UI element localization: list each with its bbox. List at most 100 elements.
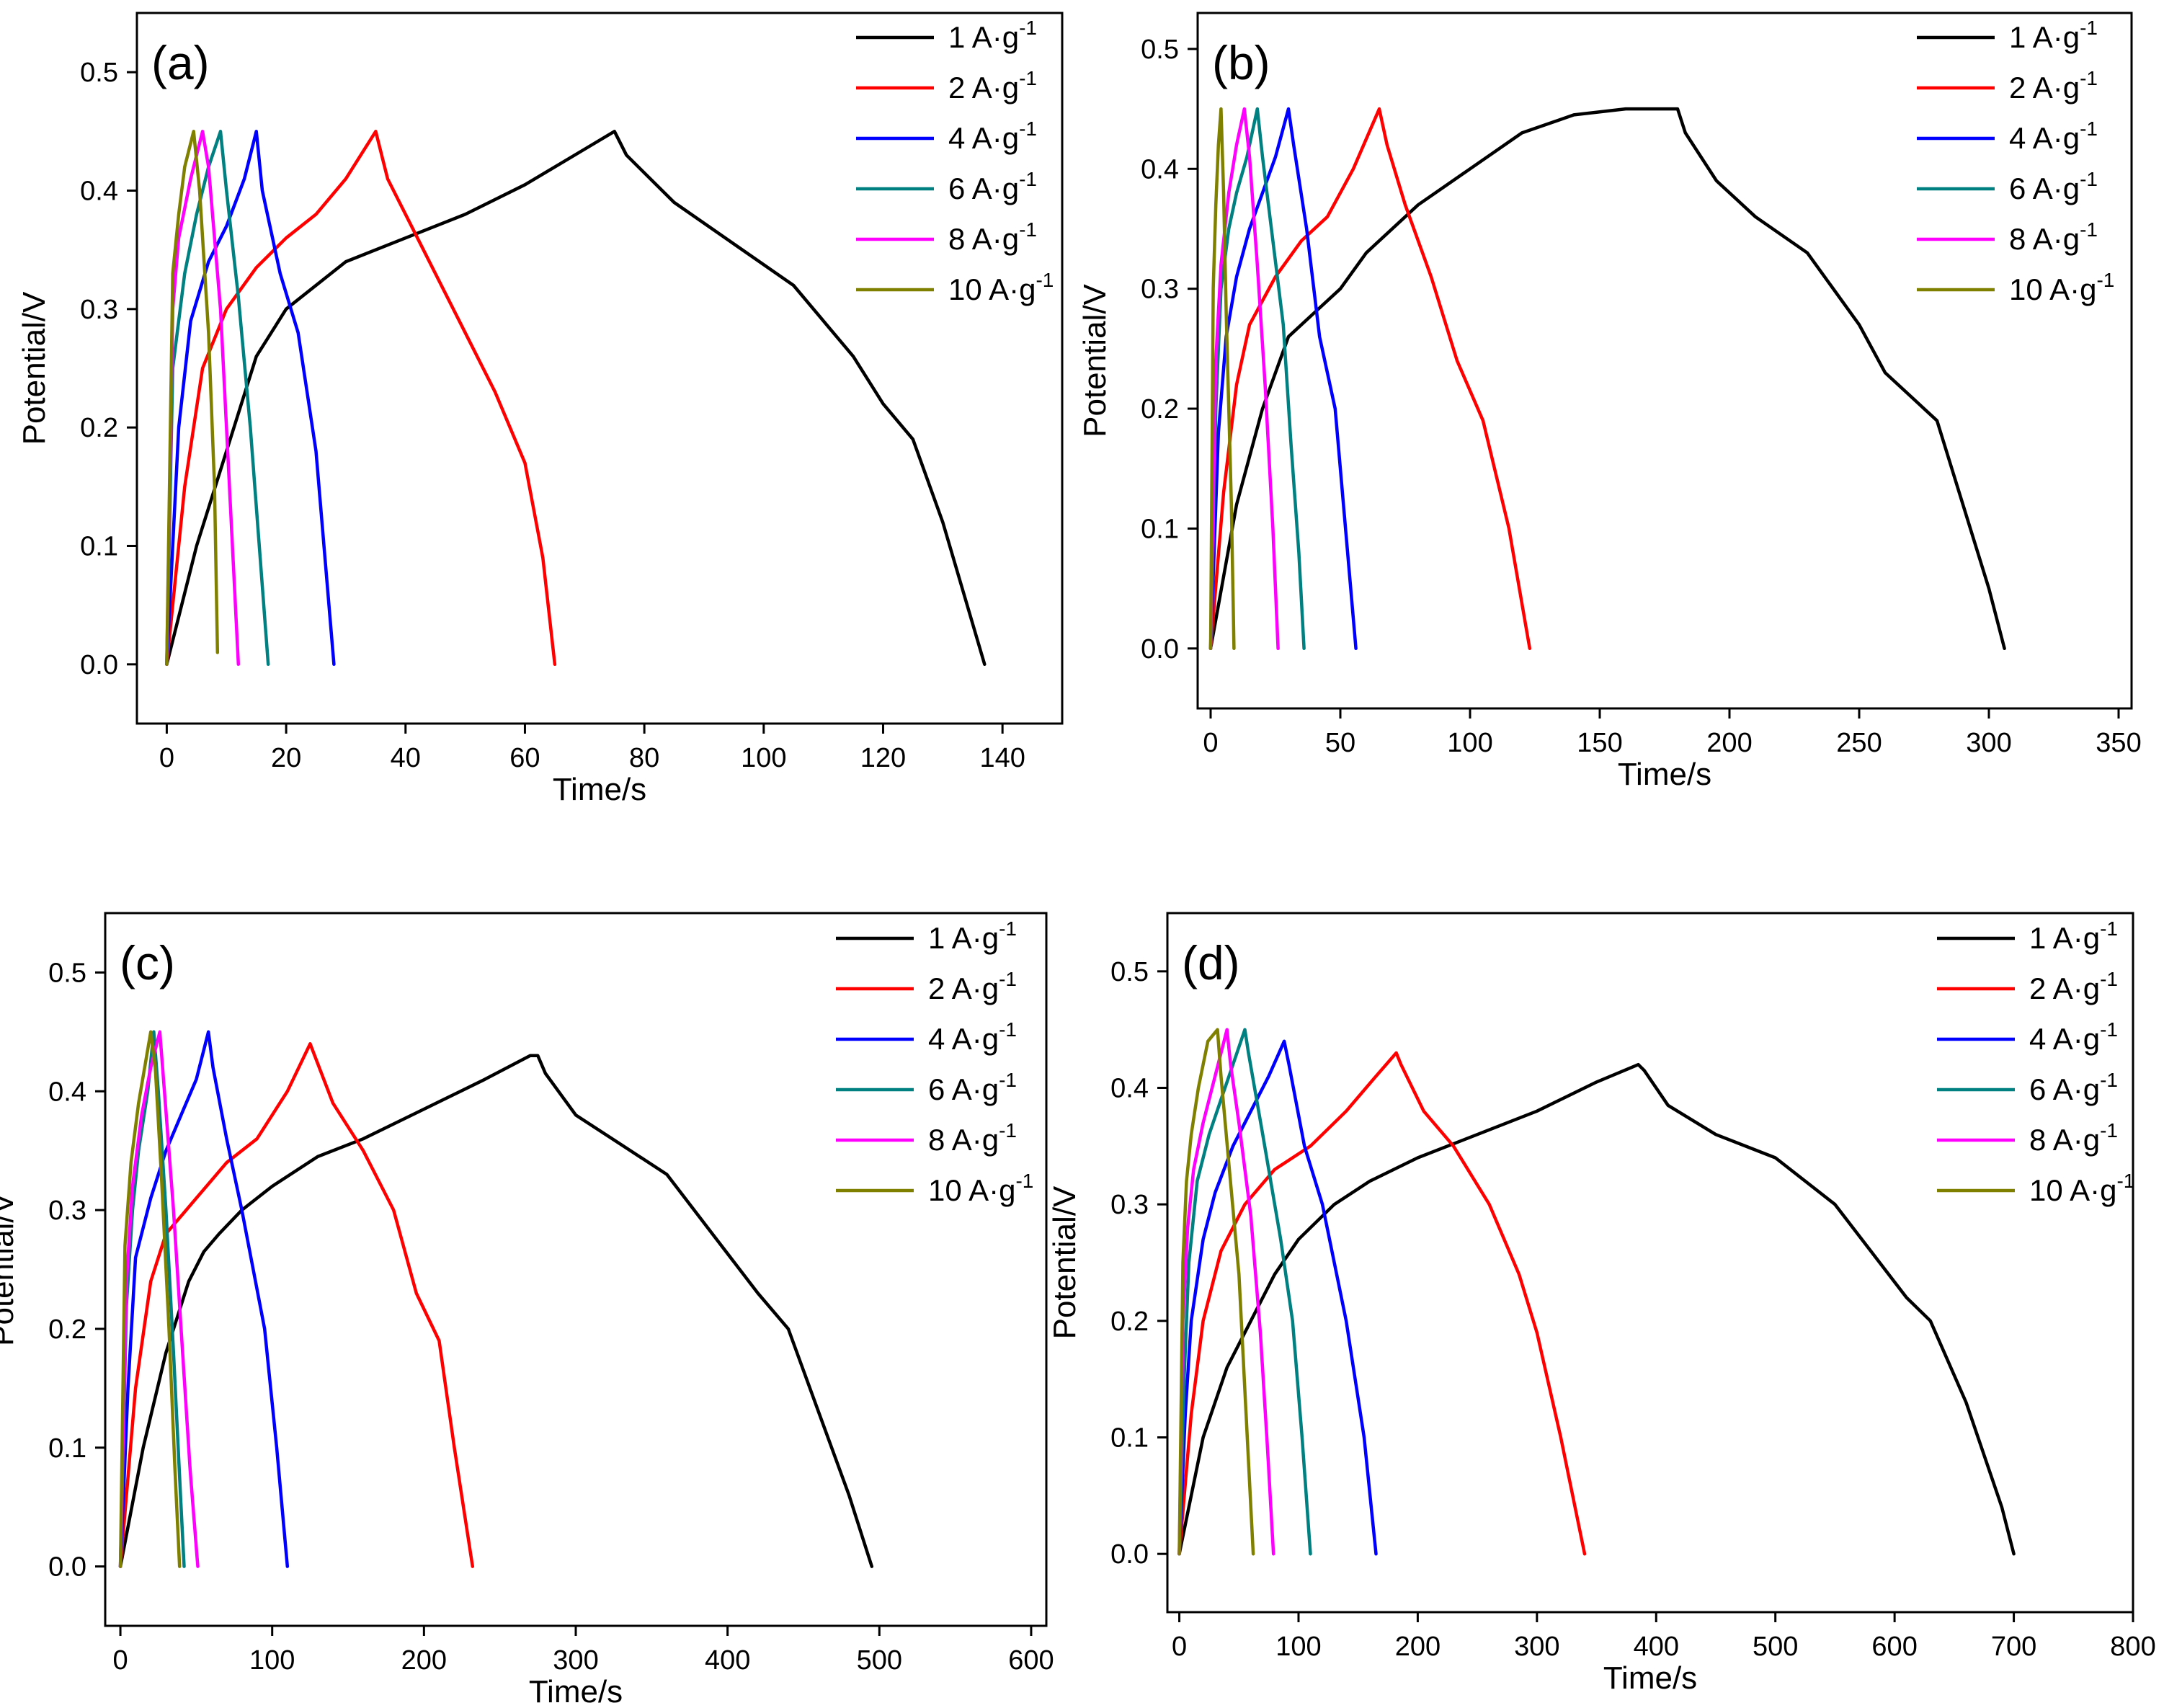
x-tick-label: 20 [271, 743, 301, 773]
y-tick-label: 0.2 [1141, 394, 1179, 424]
panel-label: (b) [1212, 36, 1270, 89]
x-tick-label: 60 [509, 743, 540, 773]
x-tick-label: 400 [1634, 1632, 1679, 1662]
y-tick-label: 0.1 [1141, 514, 1179, 544]
x-tick-label: 100 [1275, 1632, 1321, 1662]
y-tick-label: 0.3 [48, 1196, 86, 1226]
legend-label: 4 A·g-1 [2009, 117, 2098, 155]
x-tick-label: 300 [553, 1645, 598, 1676]
series-line-4 [165, 130, 270, 667]
y-tick-label: 0.0 [48, 1552, 86, 1583]
legend-label: 8 A·g-1 [2029, 1119, 2118, 1157]
series-line-2 [165, 130, 557, 667]
y-tick-label: 0.4 [1141, 154, 1179, 184]
legend-label: 6 A·g-1 [2009, 168, 2098, 205]
x-tick-label: 300 [1514, 1632, 1559, 1662]
x-tick-label: 200 [401, 1645, 447, 1676]
x-tick-label: 200 [1706, 728, 1752, 758]
series-line-1 [1208, 107, 2006, 651]
x-tick-label: 500 [857, 1645, 902, 1676]
chart-panel-c: 0 100 200 300 400 500 600 0.0 0.1 0.2 0.3 0.4 0.5 Tim… [0, 912, 1054, 1708]
y-axis-title: Potential/V [17, 291, 52, 445]
series-line-3 [1177, 1039, 1378, 1556]
x-tick-label: 150 [1577, 728, 1622, 758]
x-tick-label: 80 [629, 743, 659, 773]
y-tick-label: 0.4 [48, 1077, 86, 1107]
legend-label: 8 A·g-1 [948, 218, 1037, 256]
x-tick-label: 500 [1753, 1632, 1798, 1662]
x-tick-label: 100 [1447, 728, 1492, 758]
legend-label: 1 A·g-1 [2009, 17, 2098, 54]
legend-label: 2 A·g-1 [928, 968, 1017, 1005]
x-axis-title: Time/s [553, 772, 646, 807]
series-line-6 [1208, 107, 1236, 651]
series-line-1 [1177, 1062, 2016, 1556]
y-tick-label: 0.0 [1110, 1539, 1149, 1570]
panel-label: (c) [120, 936, 175, 989]
legend-label: 6 A·g-1 [948, 168, 1037, 205]
series-line-2 [118, 1042, 475, 1568]
x-tick-label: 0 [159, 743, 174, 773]
x-tick-label: 140 [979, 743, 1025, 773]
x-tick-label: 400 [705, 1645, 750, 1676]
x-tick-label: 0 [1172, 1632, 1187, 1662]
y-tick-label: 0.2 [80, 413, 118, 443]
x-axis-title: Time/s [1618, 757, 1711, 792]
y-tick-label: 0.1 [1110, 1423, 1149, 1454]
x-tick-label: 120 [860, 743, 906, 773]
y-tick-label: 0.3 [1141, 275, 1179, 305]
series-line-1 [165, 130, 987, 667]
legend-label: 4 A·g-1 [928, 1018, 1017, 1056]
legend-label: 10 A·g-1 [2009, 269, 2114, 306]
plot-frame [1196, 12, 2133, 710]
legend-label: 1 A·g-1 [948, 17, 1037, 54]
plot-frame [104, 912, 1048, 1627]
y-tick-label: 0.1 [48, 1433, 86, 1464]
legend-label: 2 A·g-1 [2029, 968, 2118, 1005]
chart-panel-a: 0 20 40 60 80 100 120 140 0.0 0.1 0.2 0.3 0.4 0.5 Time… [17, 12, 1064, 807]
y-axis-title: Potential/V [0, 1192, 20, 1346]
y-tick-label: 0.4 [80, 177, 118, 207]
series-line-3 [118, 1030, 290, 1568]
series-line-5 [1208, 107, 1280, 651]
y-tick-label: 0.2 [48, 1315, 86, 1345]
legend-label: 6 A·g-1 [2029, 1069, 2118, 1106]
x-axis-title: Time/s [1603, 1660, 1697, 1696]
y-tick-label: 0.0 [1141, 634, 1179, 664]
series-line-5 [1177, 1028, 1275, 1556]
x-tick-label: 700 [1991, 1632, 2036, 1662]
series-line-2 [1177, 1051, 1587, 1556]
y-tick-label: 0.3 [80, 295, 118, 325]
panel-label: (a) [151, 36, 210, 89]
chart-panel-b: 0 50 100 150 200 250 300 350 0.0 0.1 0.2 0.3 0.4 0.5 T… [1077, 12, 2142, 792]
legend-label: 10 A·g-1 [2029, 1170, 2134, 1207]
legend-label: 1 A·g-1 [2029, 917, 2118, 955]
x-tick-label: 40 [391, 743, 421, 773]
legend-label: 8 A·g-1 [928, 1119, 1017, 1157]
y-tick-label: 0.4 [1110, 1074, 1149, 1104]
legend-label: 8 A·g-1 [2009, 218, 2098, 256]
x-tick-label: 300 [1966, 728, 2011, 758]
legend-label: 10 A·g-1 [928, 1170, 1033, 1207]
plot-frame [135, 12, 1064, 725]
legend-label: 10 A·g-1 [948, 269, 1054, 306]
legend-label: 1 A·g-1 [928, 917, 1017, 955]
series-line-6 [118, 1030, 182, 1568]
x-tick-label: 800 [2110, 1632, 2155, 1662]
x-tick-label: 600 [1871, 1632, 1917, 1662]
panel-label: (d) [1182, 936, 1240, 989]
legend-label: 2 A·g-1 [948, 67, 1037, 104]
series-line-4 [1177, 1028, 1312, 1556]
y-axis-title: Potential/V [1077, 283, 1113, 437]
x-tick-label: 600 [1008, 1645, 1054, 1676]
x-tick-label: 200 [1395, 1632, 1441, 1662]
series-line-1 [118, 1054, 874, 1568]
x-tick-label: 50 [1325, 728, 1355, 758]
series-line-6 [1177, 1028, 1255, 1556]
x-tick-label: 100 [249, 1645, 295, 1676]
series-line-5 [165, 130, 241, 667]
x-tick-label: 0 [112, 1645, 128, 1676]
x-axis-title: Time/s [529, 1674, 623, 1708]
legend-label: 6 A·g-1 [928, 1069, 1017, 1106]
